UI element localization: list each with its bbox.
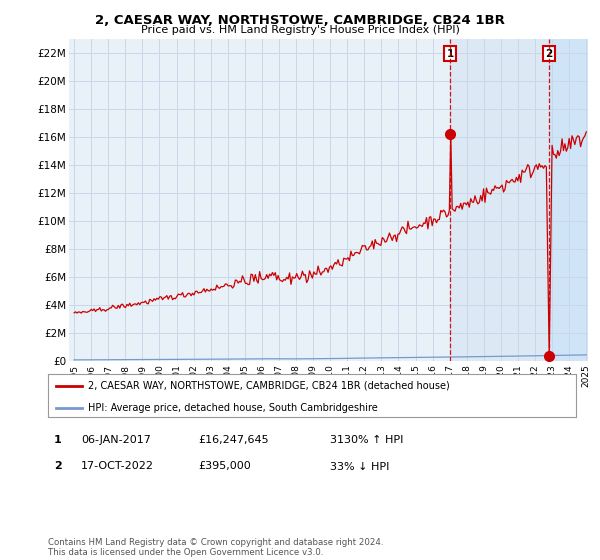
Text: 1: 1 (54, 435, 61, 445)
Text: 3130% ↑ HPI: 3130% ↑ HPI (330, 435, 403, 445)
Text: 06-JAN-2017: 06-JAN-2017 (81, 435, 151, 445)
Text: 2: 2 (54, 461, 61, 472)
Text: 2, CAESAR WAY, NORTHSTOWE, CAMBRIDGE, CB24 1BR: 2, CAESAR WAY, NORTHSTOWE, CAMBRIDGE, CB… (95, 14, 505, 27)
Text: HPI: Average price, detached house, South Cambridgeshire: HPI: Average price, detached house, Sout… (88, 403, 377, 413)
Text: Contains HM Land Registry data © Crown copyright and database right 2024.
This d: Contains HM Land Registry data © Crown c… (48, 538, 383, 557)
Text: £395,000: £395,000 (198, 461, 251, 472)
Text: Price paid vs. HM Land Registry's House Price Index (HPI): Price paid vs. HM Land Registry's House … (140, 25, 460, 35)
Bar (450, 39, 588, 361)
Bar (549, 39, 588, 361)
Text: 2: 2 (545, 49, 553, 59)
Text: 2, CAESAR WAY, NORTHSTOWE, CAMBRIDGE, CB24 1BR (detached house): 2, CAESAR WAY, NORTHSTOWE, CAMBRIDGE, CB… (88, 381, 449, 391)
Text: 17-OCT-2022: 17-OCT-2022 (81, 461, 154, 472)
Text: £16,247,645: £16,247,645 (198, 435, 269, 445)
Text: 1: 1 (446, 49, 454, 59)
Text: 33% ↓ HPI: 33% ↓ HPI (330, 461, 389, 472)
